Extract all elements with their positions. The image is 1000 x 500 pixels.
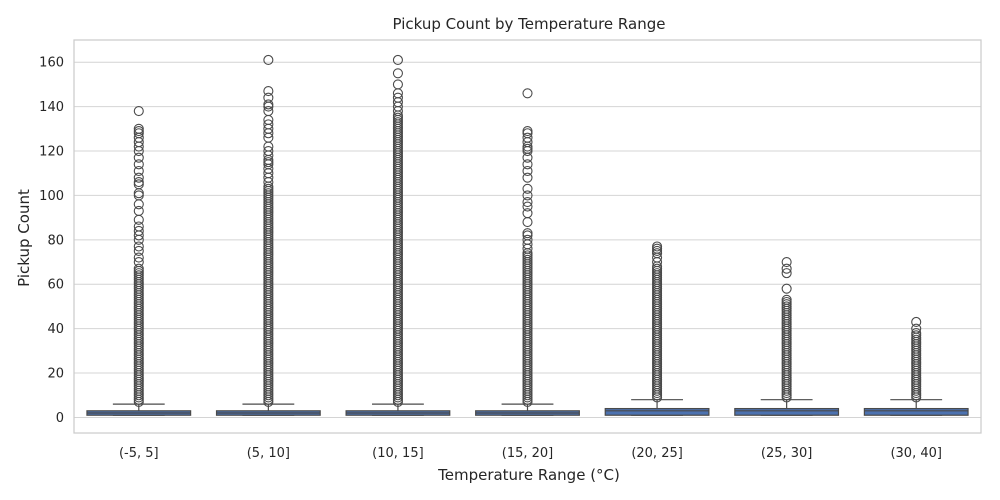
outlier-point xyxy=(911,323,922,334)
outlier-point xyxy=(263,92,274,103)
outlier-point xyxy=(133,225,144,236)
outlier-point xyxy=(522,88,533,99)
x-axis-ticks: (-5, 5] (5, 10] (10, 15] (15, 20] (20, 25] (2… xyxy=(119,446,942,461)
chart-title: Pickup Count by Temperature Range xyxy=(393,15,666,33)
outlier-point xyxy=(781,263,792,274)
y-tick-label: 140 xyxy=(39,100,64,115)
outlier-point xyxy=(263,99,274,110)
outlier-point xyxy=(133,256,144,268)
outlier-point xyxy=(781,268,792,279)
x-tick-label: (10, 15] xyxy=(372,446,424,461)
y-axis-label: Pickup Count xyxy=(15,189,33,287)
outlier-point xyxy=(781,283,792,294)
outlier-point xyxy=(263,119,274,130)
outlier-point xyxy=(522,228,533,239)
outlier-point xyxy=(133,177,144,188)
outlier-point xyxy=(133,165,144,177)
outlier-point xyxy=(781,294,792,305)
y-tick-label: 0 xyxy=(56,411,64,426)
outlier-point xyxy=(133,221,144,232)
y-axis-ticks: 0 20 40 60 80 100 120 140 160 xyxy=(39,56,64,426)
outlier-point xyxy=(133,205,144,217)
outlier-point xyxy=(522,190,533,201)
outlier-point xyxy=(522,208,533,219)
box-group xyxy=(215,54,321,416)
y-tick-label: 40 xyxy=(47,322,64,337)
box-group xyxy=(475,88,580,416)
outlier-point xyxy=(911,328,922,339)
outlier-point xyxy=(781,256,792,268)
x-tick-label: (30, 40] xyxy=(890,446,942,461)
box-group xyxy=(604,241,710,416)
x-tick-label: (-5, 5] xyxy=(119,446,159,461)
x-tick-label: (5, 10] xyxy=(247,446,290,461)
box-iqr xyxy=(604,407,710,416)
outlier-point xyxy=(133,263,144,274)
outlier-point xyxy=(133,252,144,263)
box-iqr xyxy=(863,407,969,416)
outlier-point xyxy=(522,183,533,194)
outlier-point xyxy=(652,241,663,252)
outlier-point xyxy=(522,197,533,208)
y-tick-label: 60 xyxy=(47,278,64,293)
outlier-point xyxy=(133,123,144,134)
outlier-point xyxy=(133,172,144,183)
y-tick-label: 160 xyxy=(39,56,64,71)
outlier-point xyxy=(522,132,533,143)
outlier-point xyxy=(263,106,274,117)
box-group xyxy=(863,316,969,416)
box-series xyxy=(86,54,969,416)
box-group xyxy=(86,106,192,416)
outlier-point xyxy=(133,159,144,170)
outlier-point xyxy=(522,159,533,170)
outlier-point xyxy=(392,54,403,66)
y-tick-label: 100 xyxy=(39,189,64,204)
outlier-point xyxy=(392,79,403,90)
box-group xyxy=(345,54,451,416)
outlier-point xyxy=(522,201,533,212)
y-tick-label: 120 xyxy=(39,145,64,160)
x-axis-label: Temperature Range (°C) xyxy=(437,466,620,484)
outlier-point xyxy=(133,245,144,256)
outlier-point xyxy=(133,106,144,117)
box-iqr xyxy=(734,407,840,416)
outlier-point xyxy=(911,316,922,328)
outlier-point xyxy=(522,125,533,137)
x-tick-label: (15, 20] xyxy=(502,446,554,461)
y-tick-label: 80 xyxy=(47,233,64,248)
outlier-point xyxy=(263,54,274,66)
plot-frame xyxy=(73,39,982,434)
outlier-point xyxy=(133,241,144,252)
y-tick-label: 20 xyxy=(47,367,64,382)
outlier-point xyxy=(392,68,403,79)
outlier-point xyxy=(522,234,533,245)
outlier-point xyxy=(522,165,533,177)
x-tick-label: (20, 25] xyxy=(631,446,683,461)
outlier-point xyxy=(263,86,274,97)
x-tick-label: (25, 30] xyxy=(761,446,813,461)
outlier-point xyxy=(392,92,403,103)
outlier-point xyxy=(263,145,274,157)
outlier-point xyxy=(133,152,144,163)
box-group xyxy=(734,256,840,416)
outlier-point xyxy=(522,172,533,183)
